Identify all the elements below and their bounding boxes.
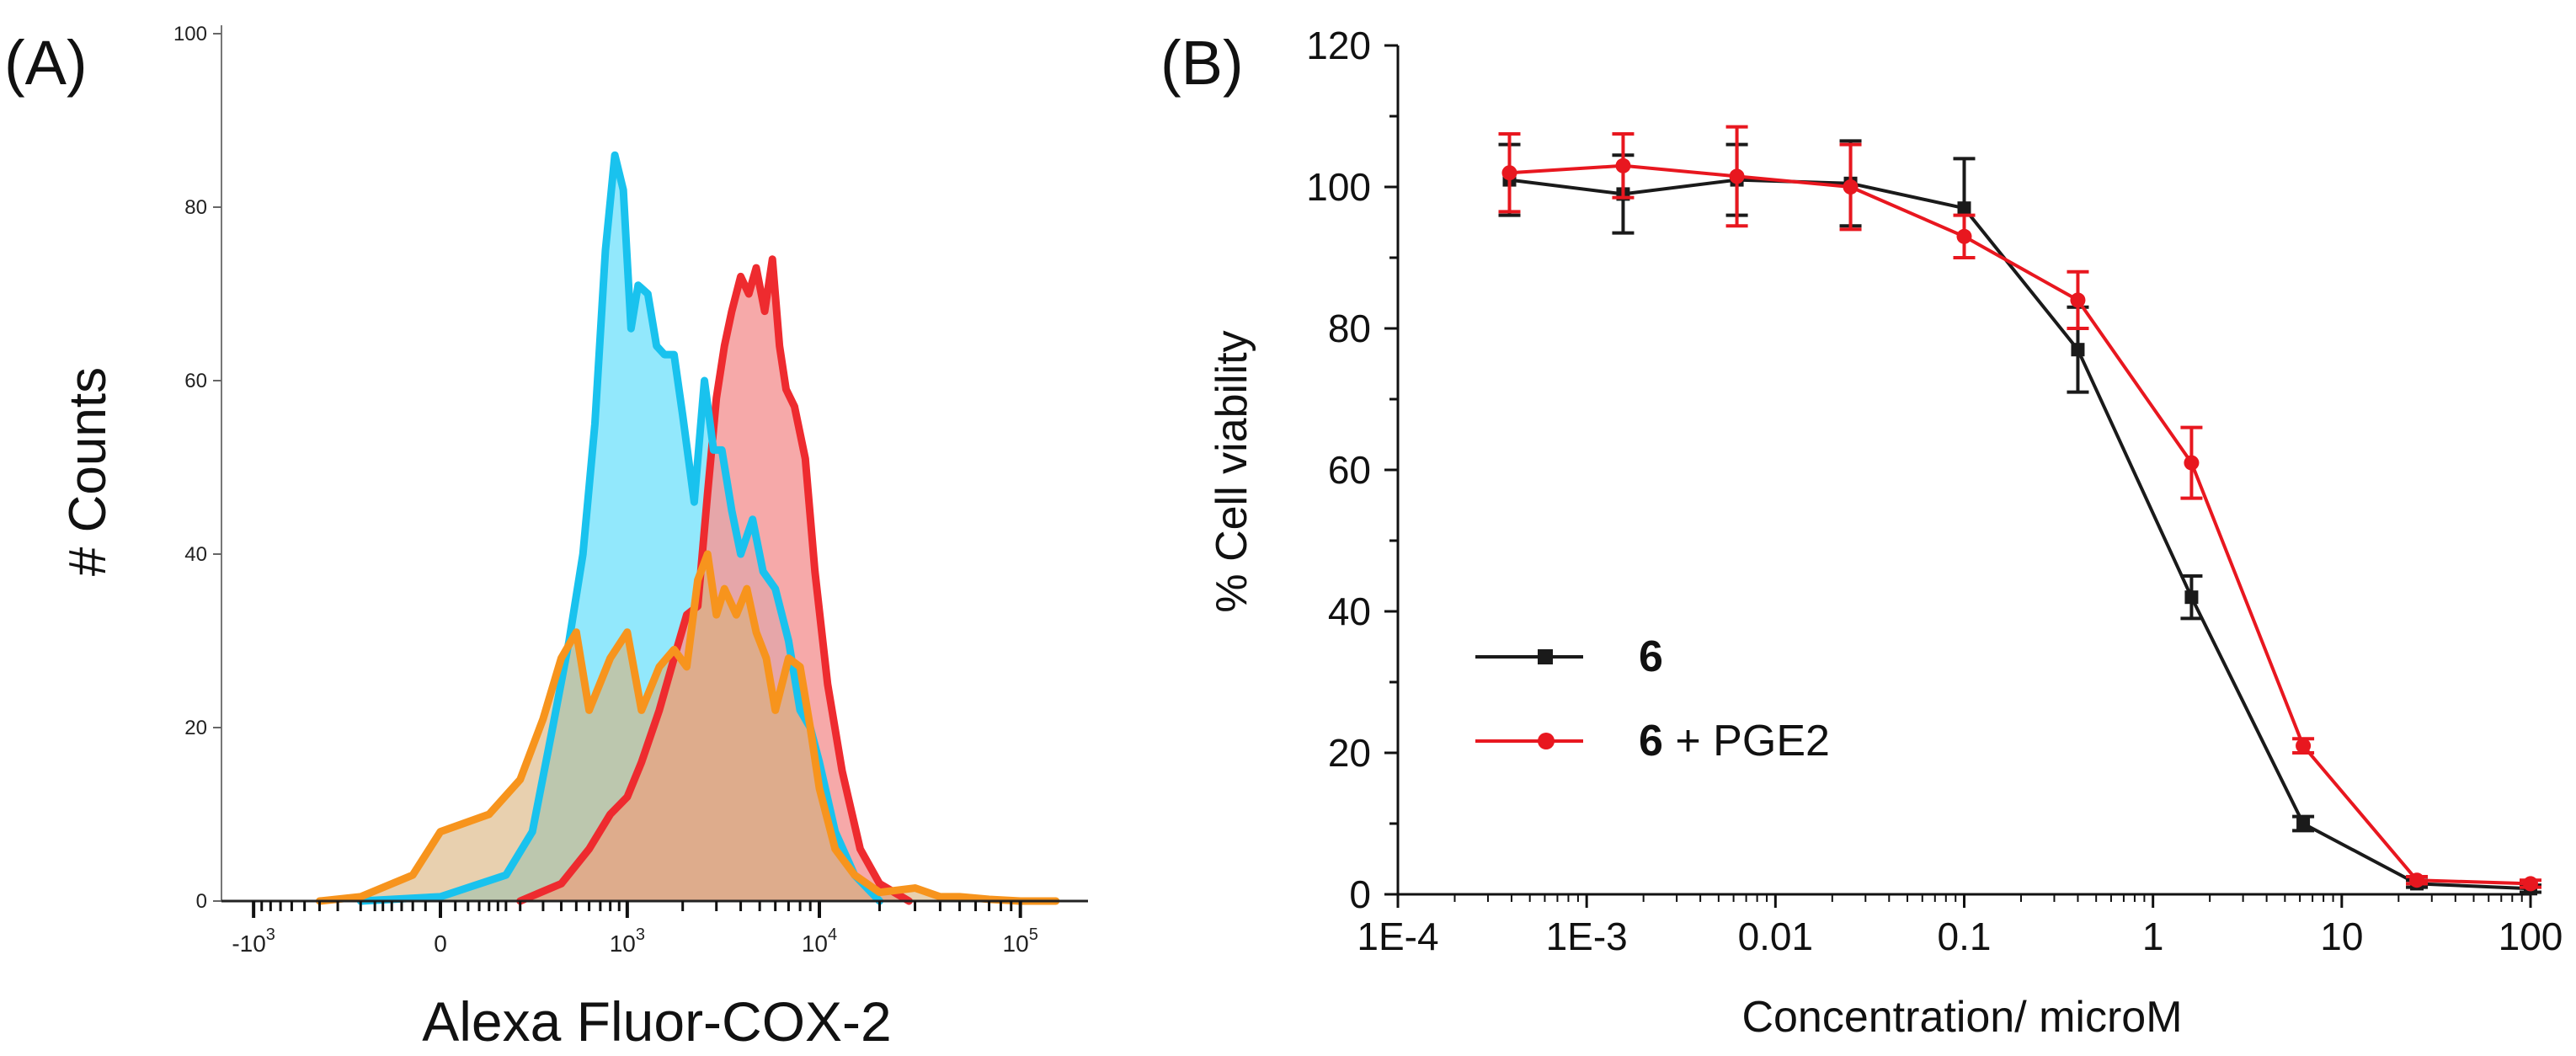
panel-b-y-tick-label: 0: [1349, 872, 1371, 916]
panel-b-point-6: [2071, 343, 2085, 357]
panel-a-y-label: # Counts: [59, 367, 117, 576]
panel-b-y-tick-label: 100: [1306, 165, 1371, 209]
panel-b-y-tick-label: 40: [1328, 589, 1371, 633]
panel-b-point-6: [2296, 817, 2311, 830]
panel-b-series-group: [1498, 125, 2541, 896]
panel-b-point-6-pge2: [1615, 157, 1631, 173]
panel-b-series-line-6: [1509, 178, 2531, 891]
tick-base: -10: [232, 931, 265, 957]
panel-b-legend: 6 6 + PGE2: [1475, 632, 1830, 765]
legend-suffix-pge2: + PGE2: [1663, 717, 1830, 765]
panel-a-x-tick-label: 103: [610, 925, 645, 957]
panel-b-y-label: % Cell viability: [1208, 330, 1256, 612]
panel-b-y-ticks: 0 20 40 60 80 100 120: [1306, 24, 1398, 916]
tick-base: 10: [610, 931, 636, 957]
tick-exponent: 3: [266, 925, 275, 944]
panel-a-y-tick-label: 100: [173, 23, 207, 45]
panel-a-y-ticks: 0 20 40 60 80 100: [173, 23, 221, 913]
panel-b-y-tick-label: 80: [1328, 307, 1371, 350]
legend-label-6: 6: [1639, 632, 1663, 681]
panel-b-point-6-pge2: [1501, 165, 1517, 181]
panel-a-line-orange: [316, 550, 1060, 905]
panel-a-x-label: Alexa Fluor-COX-2: [422, 990, 892, 1053]
panel-b-x-tick-label: 10: [2320, 915, 2363, 958]
panel-a-y-tick-label: 20: [184, 717, 207, 739]
tick-base: 0: [434, 931, 447, 957]
tick-base: 10: [1003, 931, 1029, 957]
panel-b-point-6: [1957, 201, 1971, 216]
panel-a-x-ticks: -103 0 103 104 105: [232, 901, 1038, 957]
panel-b-x-tick-label: 0.1: [1938, 915, 1992, 958]
panel-b-point-6-pge2: [2409, 872, 2425, 888]
panel-a-label: (A): [4, 28, 88, 98]
panel-b-x-tick-label: 1E-4: [1357, 915, 1438, 958]
legend-label-6-pge2: 6: [1639, 717, 1663, 765]
panel-a-y-tick-label: 40: [184, 543, 207, 566]
panel-a-line-cyan: [356, 151, 884, 905]
panel-a-y-tick-label: 80: [184, 196, 207, 219]
tick-exponent: 3: [636, 925, 645, 944]
panel-b-y-tick-label: 60: [1328, 448, 1371, 492]
panel-a-x-tick-label: -103: [232, 925, 275, 957]
panel-b-x-tick-label: 0.01: [1738, 915, 1814, 958]
tick-base: 10: [802, 931, 828, 957]
panel-b-point-6-pge2: [2070, 292, 2086, 308]
panel-b-x-tick-label: 1E-3: [1546, 915, 1628, 958]
panel-b-x-label: Concentration/ microM: [1741, 993, 2182, 1042]
legend-entry-6-pge2: 6 + PGE2: [1475, 717, 1830, 765]
svg-text:6: 6: [1639, 632, 1663, 681]
tick-exponent: 5: [1029, 925, 1038, 944]
panel-a-y-tick-label: 60: [184, 370, 207, 392]
panel-b-y-tick-label: 120: [1306, 24, 1371, 67]
panel-a-y-tick-label: 0: [196, 890, 207, 913]
panel-a-x-tick-label: 105: [1003, 925, 1038, 957]
panel-b-point-6: [2184, 590, 2199, 605]
panel-b-x-tick-label: 100: [2499, 915, 2563, 958]
panel-a-x-tick-label: 104: [802, 925, 837, 957]
panel-b-x-tick-label: 1: [2142, 915, 2164, 958]
panel-b-x-ticks: 1E-4 1E-3 0.01 0.1 1 10 100: [1357, 894, 2563, 958]
legend-entry-6: 6: [1475, 632, 1663, 681]
svg-text:6 + PGE2: 6 + PGE2: [1639, 717, 1830, 765]
panel-a-area-orange: [319, 554, 1056, 901]
panel-b-y-tick-label: 20: [1328, 731, 1371, 775]
panel-a-line-red: [516, 255, 913, 905]
panel-b-point-6-pge2: [2296, 738, 2312, 754]
panel-b-point-6-pge2: [2184, 455, 2200, 471]
panel-b-label: (B): [1160, 28, 1244, 98]
panel-b-point-6-pge2: [1843, 179, 1859, 195]
panel-b-series-line-6-pge2: [1509, 163, 2531, 886]
panel-b-point-6-pge2: [1729, 168, 1745, 184]
panel-a-series-group: [316, 151, 1060, 905]
legend-marker-square: [1538, 649, 1553, 664]
panel-b-point-6-pge2: [1956, 228, 1972, 244]
panel-a-x-tick-label: 0: [434, 931, 447, 957]
legend-marker-circle: [1538, 733, 1555, 749]
panel-b-point-6-pge2: [2523, 876, 2538, 892]
tick-exponent: 4: [828, 925, 837, 944]
panel-b-plot-area: 0 20 40 60 80 100 120 1E-4 1E-3 0.01 0.1 1 10 100: [1306, 24, 2563, 958]
